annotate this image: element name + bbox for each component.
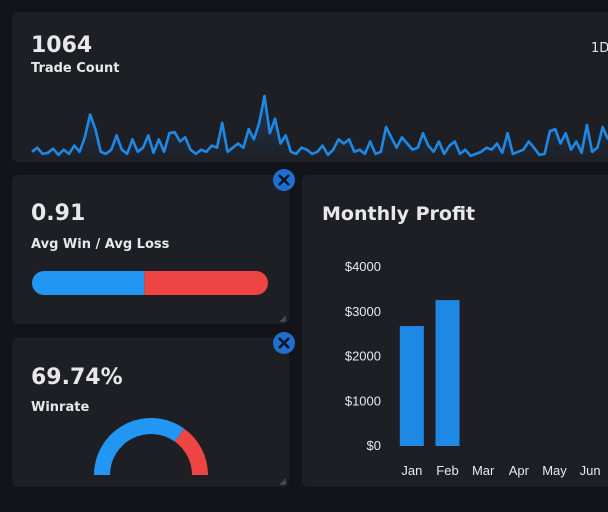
sparkline-area [32, 96, 608, 162]
close-button[interactable] [273, 332, 295, 354]
x-tick-label: May [542, 463, 567, 478]
resize-handle[interactable] [280, 479, 286, 485]
x-tick-label: Jan [401, 463, 422, 478]
avg-win-loss-value: 0.91 [31, 201, 85, 226]
trade-count-card [12, 12, 608, 162]
trade-count-label: Trade Count [31, 61, 119, 76]
y-tick-label: $4000 [345, 259, 381, 274]
bar [399, 326, 424, 446]
win-share-bar [32, 271, 145, 295]
y-tick-label: $2000 [345, 349, 381, 364]
close-button[interactable] [273, 169, 295, 191]
resize-handle[interactable] [280, 316, 286, 322]
y-tick-label: $0 [367, 438, 381, 453]
gauge-win [94, 418, 185, 475]
y-tick-label: $1000 [345, 393, 381, 408]
bar [435, 300, 460, 446]
loss-share-bar [144, 271, 268, 295]
winrate-card [12, 338, 289, 487]
x-tick-label: Apr [509, 463, 530, 478]
avg-win-loss-label: Avg Win / Avg Loss [31, 237, 170, 252]
chart-title: Monthly Profit [322, 203, 475, 225]
sparkline [31, 94, 608, 158]
trade-count-value: 1064 [31, 33, 92, 58]
range-button[interactable]: 1D [591, 41, 608, 56]
y-tick-label: $3000 [345, 304, 381, 319]
winrate-label: Winrate [31, 400, 89, 415]
gauge-loss [174, 428, 208, 475]
x-tick-label: Feb [436, 463, 458, 478]
x-tick-label: Jun [580, 463, 601, 478]
winrate-value: 69.74% [31, 365, 123, 390]
x-tick-label: Mar [472, 463, 495, 478]
